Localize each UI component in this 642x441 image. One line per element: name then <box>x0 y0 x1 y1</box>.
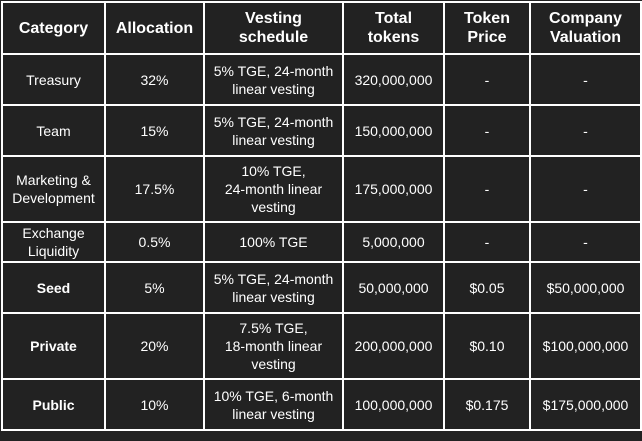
cell-price: $0.175 <box>443 378 531 431</box>
cell-valuation: $50,000,000 <box>529 261 642 314</box>
header-allocation: Allocation <box>104 1 205 55</box>
cell-category: Private <box>1 312 106 380</box>
cell-allocation: 15% <box>104 104 205 157</box>
table-row: Private 20% 7.5% TGE, 18-month linear ve… <box>1 312 642 380</box>
cell-total: 150,000,000 <box>342 104 445 157</box>
cell-valuation: - <box>529 104 642 157</box>
cell-allocation: 5% <box>104 261 205 314</box>
cell-valuation: - <box>529 155 642 223</box>
header-total-tokens: Total tokens <box>342 1 445 55</box>
cell-allocation: 10% <box>104 378 205 431</box>
table-row: Treasury 32% 5% TGE, 24-month linear ves… <box>1 53 642 106</box>
token-allocation-table: Category Allocation Vesting schedule Tot… <box>1 1 642 431</box>
cell-price: $0.05 <box>443 261 531 314</box>
cell-category: Exchange Liquidity <box>1 221 106 263</box>
cell-valuation: $100,000,000 <box>529 312 642 380</box>
header-company-valuation: Company Valuation <box>529 1 642 55</box>
table-row: Team 15% 5% TGE, 24-month linear vesting… <box>1 104 642 157</box>
cell-price: - <box>443 221 531 263</box>
cell-total: 175,000,000 <box>342 155 445 223</box>
cell-vesting: 100% TGE <box>203 221 344 263</box>
cell-total: 50,000,000 <box>342 261 445 314</box>
cell-price: - <box>443 53 531 106</box>
header-row: Category Allocation Vesting schedule Tot… <box>1 1 642 55</box>
cell-category: Public <box>1 378 106 431</box>
cell-allocation: 17.5% <box>104 155 205 223</box>
header-category: Category <box>1 1 106 55</box>
cell-category: Treasury <box>1 53 106 106</box>
table-row: Marketing & Development 17.5% 10% TGE, 2… <box>1 155 642 223</box>
cell-vesting: 5% TGE, 24-month linear vesting <box>203 53 344 106</box>
header-vesting-schedule: Vesting schedule <box>203 1 344 55</box>
cell-category: Seed <box>1 261 106 314</box>
cell-price: $0.10 <box>443 312 531 380</box>
cell-allocation: 20% <box>104 312 205 380</box>
cell-vesting: 7.5% TGE, 18-month linear vesting <box>203 312 344 380</box>
cell-valuation: $175,000,000 <box>529 378 642 431</box>
cell-valuation: - <box>529 53 642 106</box>
cell-price: - <box>443 104 531 157</box>
table-row: Seed 5% 5% TGE, 24-month linear vesting … <box>1 261 642 314</box>
cell-price: - <box>443 155 531 223</box>
table-row: Public 10% 10% TGE, 6-month linear vesti… <box>1 378 642 431</box>
cell-total: 5,000,000 <box>342 221 445 263</box>
cell-valuation: - <box>529 221 642 263</box>
cell-vesting: 10% TGE, 24-month linear vesting <box>203 155 344 223</box>
cell-vesting: 5% TGE, 24-month linear vesting <box>203 261 344 314</box>
cell-vesting: 5% TGE, 24-month linear vesting <box>203 104 344 157</box>
cell-category: Marketing & Development <box>1 155 106 223</box>
cell-vesting: 10% TGE, 6-month linear vesting <box>203 378 344 431</box>
header-token-price: Token Price <box>443 1 531 55</box>
cell-total: 100,000,000 <box>342 378 445 431</box>
cell-total: 200,000,000 <box>342 312 445 380</box>
table-row: Exchange Liquidity 0.5% 100% TGE 5,000,0… <box>1 221 642 263</box>
cell-allocation: 32% <box>104 53 205 106</box>
cell-allocation: 0.5% <box>104 221 205 263</box>
cell-category: Team <box>1 104 106 157</box>
cell-total: 320,000,000 <box>342 53 445 106</box>
